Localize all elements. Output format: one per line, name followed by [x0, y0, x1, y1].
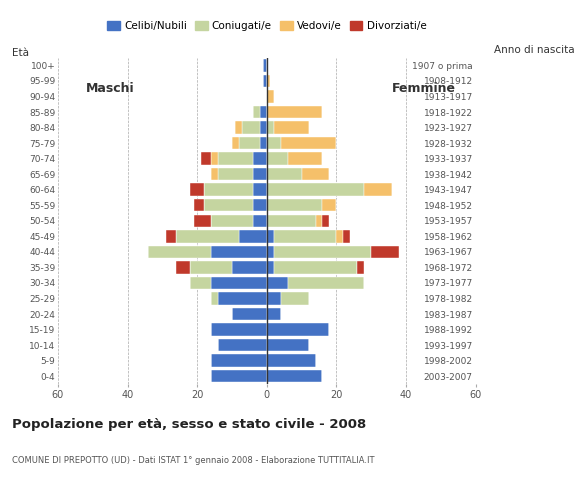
Bar — [316, 215, 322, 227]
Bar — [211, 370, 267, 383]
Bar — [267, 153, 288, 165]
Bar — [274, 261, 357, 274]
Bar — [302, 168, 329, 180]
Bar — [190, 261, 232, 274]
Bar — [194, 215, 211, 227]
Bar — [322, 215, 329, 227]
Bar — [253, 183, 267, 196]
Bar — [267, 324, 329, 336]
Bar — [211, 246, 267, 258]
Bar — [267, 370, 322, 383]
Bar — [260, 137, 267, 149]
Bar — [260, 121, 267, 134]
Bar — [242, 121, 260, 134]
Bar — [235, 121, 242, 134]
Bar — [281, 292, 309, 305]
Bar — [218, 292, 267, 305]
Bar — [267, 230, 274, 242]
Bar — [232, 261, 267, 274]
Bar — [267, 106, 322, 118]
Bar — [166, 230, 176, 242]
Bar — [218, 168, 253, 180]
Bar — [267, 308, 281, 320]
Bar — [371, 246, 399, 258]
Bar — [267, 261, 274, 274]
Bar — [267, 121, 274, 134]
Bar — [232, 137, 239, 149]
Bar — [357, 261, 364, 274]
Bar — [267, 292, 281, 305]
Bar — [211, 292, 218, 305]
Bar — [211, 215, 253, 227]
Bar — [267, 183, 364, 196]
Bar — [232, 308, 267, 320]
Bar — [253, 168, 267, 180]
Bar — [218, 153, 253, 165]
Bar — [336, 230, 343, 242]
Bar — [194, 199, 204, 212]
Bar — [253, 199, 267, 212]
Bar — [274, 230, 336, 242]
Bar — [267, 354, 316, 367]
Legend: Celibi/Nubili, Coniugati/e, Vedovi/e, Divorziati/e: Celibi/Nubili, Coniugati/e, Vedovi/e, Di… — [103, 17, 430, 36]
Text: Maschi: Maschi — [86, 83, 135, 96]
Bar — [211, 354, 267, 367]
Bar — [239, 230, 267, 242]
Bar — [267, 168, 302, 180]
Bar — [148, 246, 211, 258]
Bar — [211, 153, 218, 165]
Bar — [204, 199, 253, 212]
Bar — [288, 153, 322, 165]
Bar — [218, 339, 267, 351]
Bar — [281, 137, 336, 149]
Bar — [267, 199, 322, 212]
Bar — [253, 106, 260, 118]
Bar — [274, 121, 309, 134]
Bar — [322, 199, 336, 212]
Bar — [204, 183, 253, 196]
Bar — [176, 230, 239, 242]
Bar — [211, 324, 267, 336]
Text: Popolazione per età, sesso e stato civile - 2008: Popolazione per età, sesso e stato civil… — [12, 418, 366, 431]
Bar — [190, 183, 204, 196]
Bar — [267, 215, 316, 227]
Bar — [253, 153, 267, 165]
Text: Età: Età — [12, 48, 29, 58]
Bar — [343, 230, 350, 242]
Bar — [267, 246, 274, 258]
Bar — [260, 106, 267, 118]
Bar — [267, 339, 309, 351]
Bar — [211, 168, 218, 180]
Bar — [201, 153, 211, 165]
Text: COMUNE DI PREPOTTO (UD) - Dati ISTAT 1° gennaio 2008 - Elaborazione TUTTITALIA.I: COMUNE DI PREPOTTO (UD) - Dati ISTAT 1° … — [12, 456, 374, 465]
Bar — [263, 59, 267, 72]
Bar — [253, 215, 267, 227]
Bar — [274, 246, 371, 258]
Bar — [239, 137, 260, 149]
Bar — [288, 277, 364, 289]
Bar — [176, 261, 190, 274]
Bar — [267, 90, 274, 103]
Bar — [190, 277, 211, 289]
Text: Anno di nascita: Anno di nascita — [494, 45, 574, 55]
Bar — [267, 137, 281, 149]
Bar — [267, 277, 288, 289]
Bar — [267, 75, 270, 87]
Bar — [364, 183, 392, 196]
Text: Femmine: Femmine — [392, 83, 455, 96]
Bar — [211, 277, 267, 289]
Bar — [263, 75, 267, 87]
